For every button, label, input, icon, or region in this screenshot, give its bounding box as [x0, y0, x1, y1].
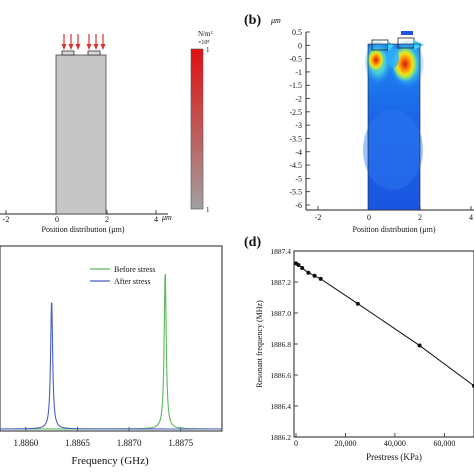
panel-c-series-after-stress — [0, 302, 222, 430]
panel-d: (d) Resonant frequency (MHz) 1887.41887.… — [244, 235, 474, 462]
panel-b-y-tick-label: -6 — [295, 201, 302, 210]
stress-arrow-head — [68, 44, 74, 50]
panel-a-electrode-right — [87, 50, 101, 56]
panel-b-heatmap — [363, 31, 425, 211]
panel-b-y-tick-label: -5 — [295, 174, 302, 183]
panel-c-x-tick-label: 1.8870 — [117, 438, 142, 448]
panel-b-x-tick-label: 2 — [418, 213, 422, 222]
panel-a-x-tick-label: 0 — [55, 215, 59, 224]
panel-a-x-tick-label: 4 — [154, 215, 158, 224]
panel-a-colorbar-max: 1 — [206, 46, 210, 54]
panel-b-y-tick-label: -3.5 — [289, 134, 302, 143]
panel-d-y-tick-label: 1887.4 — [270, 247, 291, 256]
panel-d-y-tick-label: 1886.6 — [270, 371, 291, 380]
panel-d-data-point — [306, 270, 311, 275]
panel-a-block — [55, 54, 107, 215]
panel-d-data-point — [417, 343, 422, 348]
panel-d-marks — [294, 261, 474, 388]
panel-b-top-cap — [401, 31, 413, 35]
panel-b-x-tick-label: -2 — [315, 213, 322, 222]
panel-b-lower-field — [363, 110, 423, 190]
panel-b-y-ticks: 0.5 0 -0.5 -1 -1.5 -2 -2.5 -3 -3.5 -4 -4.5 -5 -5.5 -6 — [289, 28, 310, 210]
panel-d-data-point — [355, 301, 360, 306]
panel-c: 1.8860 1.8865 1.8870 1.8875 Frequency (GHz)… — [0, 245, 223, 467]
panel-a-stress-arrows — [61, 34, 106, 50]
panel-a-x-tick-label: 2 — [105, 215, 109, 224]
panel-b-y-tick-label: -5.5 — [289, 188, 302, 197]
panel-d-y-tick-label: 1886.2 — [270, 433, 291, 442]
panel-c-x-label: Frequency (GHz) — [71, 455, 149, 467]
panel-d-y-tick-label: 1887.2 — [270, 278, 291, 287]
panel-b-hotspot-left — [367, 48, 385, 72]
panel-a-x-tick-label: -2 — [3, 215, 10, 224]
panel-c-legend: Before stress After stress — [90, 265, 156, 286]
panel-b-y-tick-label: -2 — [295, 95, 302, 104]
panel-a-electrode-left — [61, 50, 75, 56]
panel-d-data-point — [296, 262, 301, 267]
panel-b-label: (b) — [244, 13, 261, 28]
panel-c-frame — [0, 245, 223, 432]
panel-d-x-tick-label: 60,000 — [433, 439, 455, 448]
panel-c-x-tick-label: 1.8860 — [13, 438, 38, 448]
panel-d-data-point — [312, 273, 317, 278]
panel-b-arrow-right — [414, 40, 424, 50]
panel-d-y-tick-label: 1887.0 — [270, 309, 291, 318]
stress-arrow-head — [61, 44, 67, 50]
panel-b-y-tick-label: 0.5 — [292, 28, 302, 37]
panel-b-gap — [387, 48, 399, 68]
legend-before-label: Before stress — [114, 265, 156, 274]
panel-b-y-tick-label: -2.5 — [289, 108, 302, 117]
panel-d-fit-line — [295, 262, 474, 387]
panel-b: (b) μm 0.5 0 -0.5 -1 -1.5 -2 -2.5 -3 -3.5 -4 -4.5 -… — [244, 13, 474, 234]
panel-d-data-point — [300, 266, 305, 271]
stress-arrow-head — [75, 44, 81, 50]
panel-a: -2 0 2 4 μm Position distribution (μm) N/m²… — [0, 30, 213, 234]
panel-c-x-ticks: 1.8860 1.8865 1.8870 1.8875 — [13, 427, 194, 448]
panel-b-x-label: Position distribution (μm) — [353, 225, 436, 234]
panel-b-y-tick-label: -1 — [295, 68, 302, 77]
panel-c-series-before-stress — [0, 273, 223, 430]
panel-b-arrow-left — [388, 41, 394, 51]
panel-b-y-tick-label: 0 — [298, 41, 302, 50]
legend-after-label: After stress — [114, 277, 151, 286]
panel-b-y-tick-label: -4 — [295, 148, 302, 157]
panel-b-unit: μm — [270, 16, 281, 25]
panel-d-y-ticks: 1887.4 1887.2 1887.0 1886.8 1886.6 1886.4 1886… — [270, 247, 298, 442]
panel-d-x-ticks: 0 20,000 40,000 60,000 — [294, 433, 455, 448]
panel-b-y-tick-label: -1.5 — [289, 81, 302, 90]
panel-b-x-tick-label: 0 — [367, 213, 371, 222]
panel-a-colorbar-scale: ×10⁸ — [198, 40, 209, 46]
panel-d-data-point — [318, 276, 323, 281]
panel-c-series — [0, 273, 223, 430]
stress-arrow-head — [93, 44, 99, 50]
panel-a-x-unit: μm — [161, 213, 172, 222]
panel-d-x-tick-label: 20,000 — [334, 439, 356, 448]
stress-arrow-head — [86, 44, 92, 50]
panel-a-colorbar — [190, 48, 204, 210]
panel-a-colorbar-min: 1 — [206, 206, 210, 214]
panel-b-y-tick-label: -3 — [295, 121, 302, 130]
panel-c-x-tick-label: 1.8865 — [65, 438, 90, 448]
panel-d-y-label: Resonant frequency (MHz) — [255, 300, 264, 388]
stress-arrow-head — [100, 44, 106, 50]
panel-d-y-tick-label: 1886.8 — [270, 340, 291, 349]
panel-a-colorbar-unit: N/m² — [198, 30, 213, 38]
panel-b-x-tick-label: 4 — [469, 213, 473, 222]
panel-d-x-tick-label: 0 — [294, 439, 298, 448]
panel-d-y-tick-label: 1886.4 — [270, 402, 291, 411]
panel-b-y-tick-label: -4.5 — [289, 161, 302, 170]
panel-d-x-tick-label: 40,000 — [384, 439, 406, 448]
panel-c-x-tick-label: 1.8875 — [168, 438, 193, 448]
panel-a-x-label: Position distribution (μm) — [42, 225, 125, 234]
panel-d-x-label: Prestress (KPa) — [366, 452, 422, 462]
panel-b-outline — [367, 43, 421, 211]
panel-d-label: (d) — [244, 235, 261, 250]
panel-b-y-tick-label: -0.5 — [289, 55, 302, 64]
